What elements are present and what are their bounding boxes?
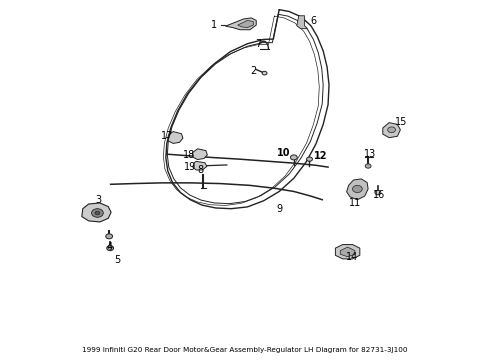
Polygon shape: [383, 123, 400, 138]
Circle shape: [375, 190, 381, 195]
Text: 3: 3: [96, 195, 101, 206]
Text: 5: 5: [114, 255, 120, 265]
Circle shape: [106, 234, 113, 239]
Circle shape: [92, 209, 103, 217]
Polygon shape: [346, 179, 368, 200]
Polygon shape: [335, 244, 360, 259]
Text: 4: 4: [106, 242, 112, 252]
Text: 7: 7: [255, 39, 261, 49]
Text: 11: 11: [349, 198, 362, 208]
Text: 9: 9: [276, 204, 282, 214]
Text: 6: 6: [310, 16, 317, 26]
Circle shape: [352, 185, 362, 193]
Circle shape: [95, 211, 100, 215]
Text: 13: 13: [364, 149, 376, 159]
Polygon shape: [238, 21, 253, 28]
Text: 12: 12: [315, 150, 328, 161]
Text: 18: 18: [183, 150, 195, 160]
Polygon shape: [82, 203, 111, 222]
Text: 8: 8: [197, 165, 203, 175]
Text: 16: 16: [373, 190, 386, 200]
Polygon shape: [193, 149, 207, 159]
Polygon shape: [340, 247, 355, 257]
Circle shape: [262, 71, 267, 75]
Circle shape: [307, 157, 313, 161]
Text: 1: 1: [211, 20, 217, 30]
Text: 10: 10: [277, 148, 291, 158]
Text: 19: 19: [184, 162, 196, 172]
Text: 1999 Infiniti G20 Rear Door Motor&Gear Assembly-Regulator LH Diagram for 82731-3: 1999 Infiniti G20 Rear Door Motor&Gear A…: [82, 347, 408, 354]
Polygon shape: [193, 161, 207, 170]
Text: 14: 14: [346, 252, 359, 262]
Circle shape: [365, 164, 371, 168]
Text: 15: 15: [395, 117, 408, 127]
Circle shape: [291, 155, 297, 160]
Circle shape: [388, 127, 395, 133]
Circle shape: [107, 246, 114, 251]
Polygon shape: [168, 132, 183, 143]
Polygon shape: [225, 18, 256, 30]
Polygon shape: [297, 16, 308, 29]
Text: 2: 2: [251, 66, 257, 76]
Circle shape: [109, 247, 112, 249]
Text: 17: 17: [161, 131, 173, 141]
